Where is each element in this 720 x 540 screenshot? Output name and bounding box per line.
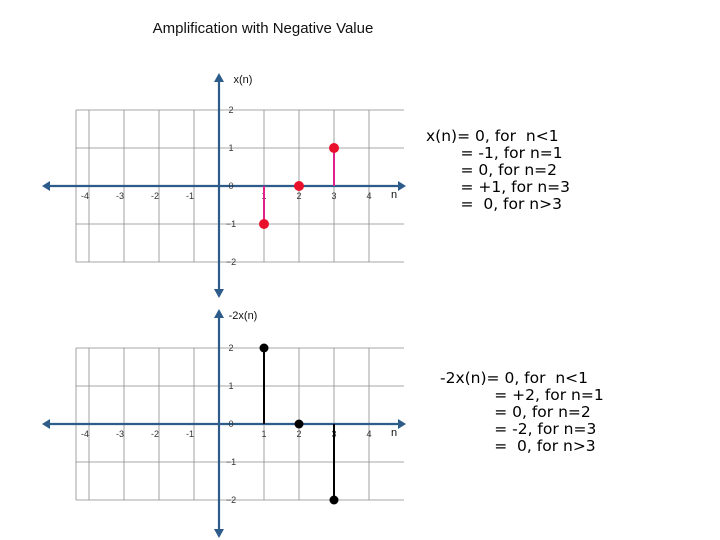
bottom-x-tick-label: -4 [81,429,89,439]
bottom-x-tick-label: 1 [261,429,266,439]
bottom-y-tick-label: 2 [228,343,233,353]
top-x-tick-label: 2 [296,191,301,201]
bottom-data-point [294,419,304,429]
top-data-point [329,143,339,153]
top-x-tick-label: 4 [366,191,371,201]
top-data-point [259,219,269,229]
bottom-x-axis-label: n [391,427,397,439]
bottom-y-tick-label: −2 [226,495,236,505]
definition-line: = +2, for n=1 [440,386,604,404]
definition-line: = 0, for n>3 [440,437,596,455]
bottom-x-tick-label: 2 [296,429,301,439]
bottom-x-tick-label: -3 [116,429,124,439]
definition-line: = +1, for n=3 [426,178,571,196]
top-x-axis-arrow-right [398,181,406,191]
bottom-y-axis-arrow-up [214,309,224,318]
bottom-x-tick-label: -1 [186,429,194,439]
top-x-tick-label: -1 [186,191,194,201]
bottom-y-axis-arrow-down [214,529,224,538]
definition-line: = 0, for n=2 [426,161,558,179]
top-y-axis-arrow-up [214,73,224,82]
top-y-tick-label: 1 [228,143,233,153]
top-y-tick-label: −1 [226,219,236,229]
definition-line: -2x(n)= 0, for n<1 [440,369,589,387]
top-y-axis-label: x(n) [234,74,253,86]
bottom-data-point [329,495,339,505]
top-x-tick-label: -3 [116,191,124,201]
bottom-y-tick-label: 1 [228,381,233,391]
bottom-x-tick-label: 4 [366,429,371,439]
bottom-y-axis-label: -2x(n) [229,310,258,322]
top-y-tick-label: −2 [226,257,236,267]
top-x-tick-label: 3 [331,191,336,201]
top-x-tick-label: -4 [81,191,89,201]
top-x-axis-arrow-left [42,181,50,191]
bottom-x-tick-label: -2 [151,429,159,439]
bottom-y-tick-label: −1 [226,457,236,467]
bottom-x-axis-arrow-right [398,419,406,429]
definition-line: x(n)= 0, for n<1 [426,127,559,145]
top-data-point [294,181,304,191]
top-y-tick-label: 0 [228,181,233,191]
definition-top: x(n)= 0, for n<1 = -1, for n=1 = 0, for … [426,128,570,213]
bottom-data-point [259,343,269,353]
definition-line: = -1, for n=1 [426,144,563,162]
definition-bottom: -2x(n)= 0, for n<1 = +2, for n=1 = 0, fo… [440,370,604,455]
bottom-x-axis-arrow-left [42,419,50,429]
slide-title: Amplification with Negative Value [152,20,374,37]
bottom-y-tick-label: 0 [228,419,233,429]
top-x-tick-label: -2 [151,191,159,201]
definition-line: = -2, for n=3 [440,420,597,438]
top-x-axis-label: n [391,189,397,201]
definition-line: = 0, for n>3 [426,195,562,213]
top-y-tick-label: 2 [228,105,233,115]
top-y-axis-arrow-down [214,289,224,298]
definition-line: = 0, for n=2 [440,403,591,421]
